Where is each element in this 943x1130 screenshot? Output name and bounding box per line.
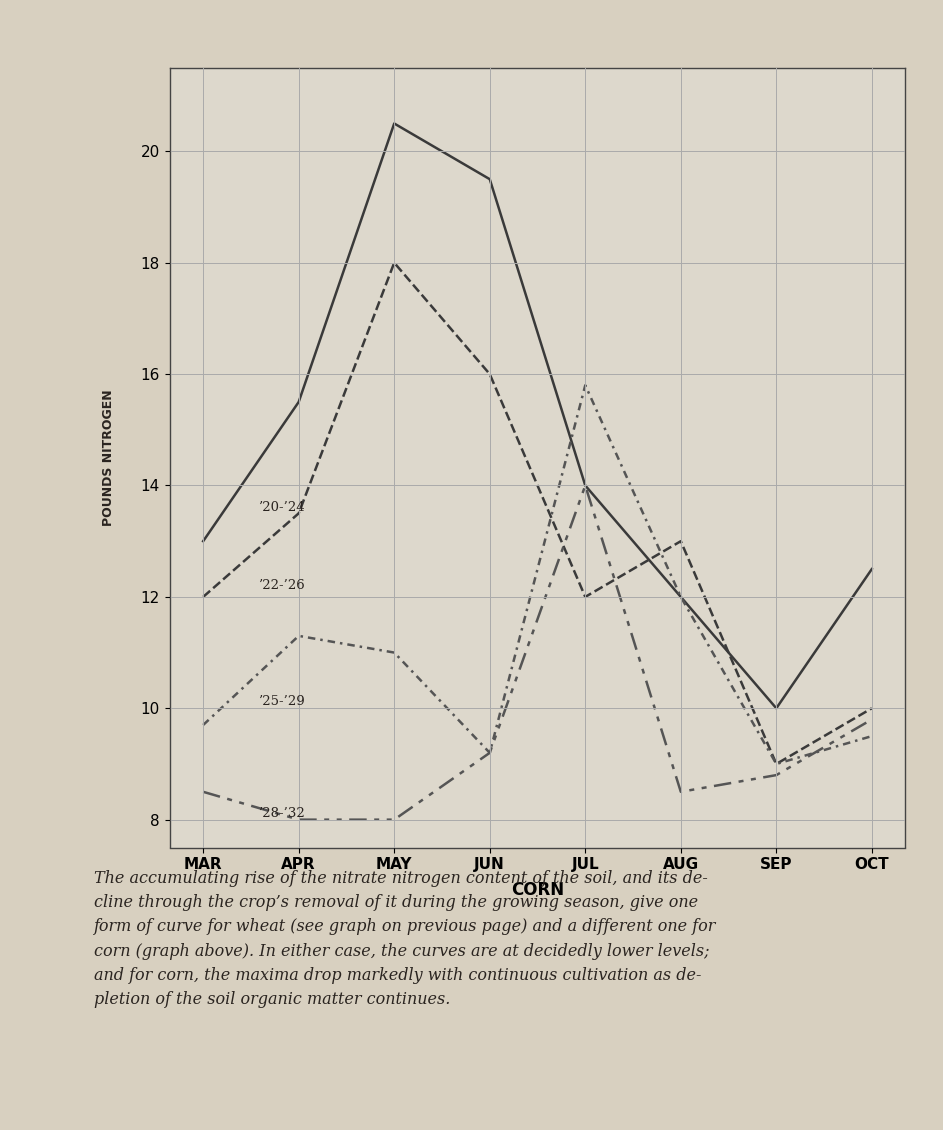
Text: POUNDS NITROGEN: POUNDS NITROGEN	[102, 390, 115, 525]
Text: ’28-’32: ’28-’32	[258, 807, 306, 820]
X-axis label: CORN: CORN	[511, 880, 564, 898]
Text: The accumulating rise of the nitrate nitrogen content of the soil, and its de-
c: The accumulating rise of the nitrate nit…	[94, 870, 717, 1008]
Text: ’22-’26: ’22-’26	[258, 579, 306, 591]
Text: ’25-’29: ’25-’29	[258, 695, 306, 709]
Text: ’20-’24: ’20-’24	[258, 501, 306, 513]
